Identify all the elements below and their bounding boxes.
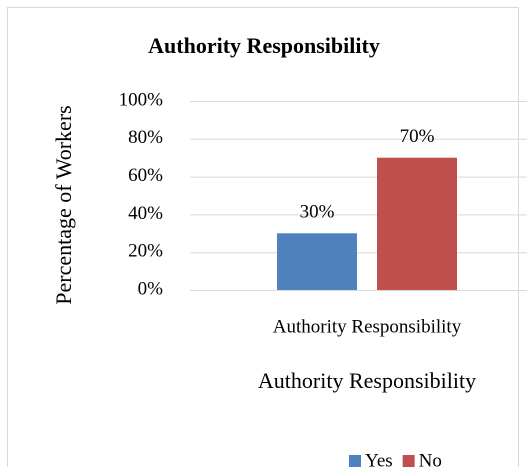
bar — [377, 157, 457, 290]
legend-label: Yes — [365, 450, 393, 467]
y-axis-title: Percentage of Workers — [51, 105, 76, 304]
legend-label: No — [419, 450, 442, 467]
x-tick-label: Authority Responsibility — [273, 316, 462, 337]
bar — [277, 233, 357, 290]
y-tick-label: 60% — [128, 165, 163, 186]
chart-title: Authority Responsibility — [148, 33, 380, 58]
legend-swatch — [349, 455, 361, 467]
data-label: 70% — [400, 126, 435, 147]
y-tick-label: 0% — [138, 278, 164, 299]
y-tick-label: 80% — [128, 127, 163, 148]
y-tick-label: 20% — [128, 241, 163, 262]
data-label: 30% — [300, 202, 335, 223]
y-tick-label: 40% — [128, 203, 163, 224]
y-tick-label: 100% — [119, 89, 164, 110]
x-axis-title: Authority Responsibility — [258, 368, 476, 393]
legend-swatch — [402, 455, 415, 467]
